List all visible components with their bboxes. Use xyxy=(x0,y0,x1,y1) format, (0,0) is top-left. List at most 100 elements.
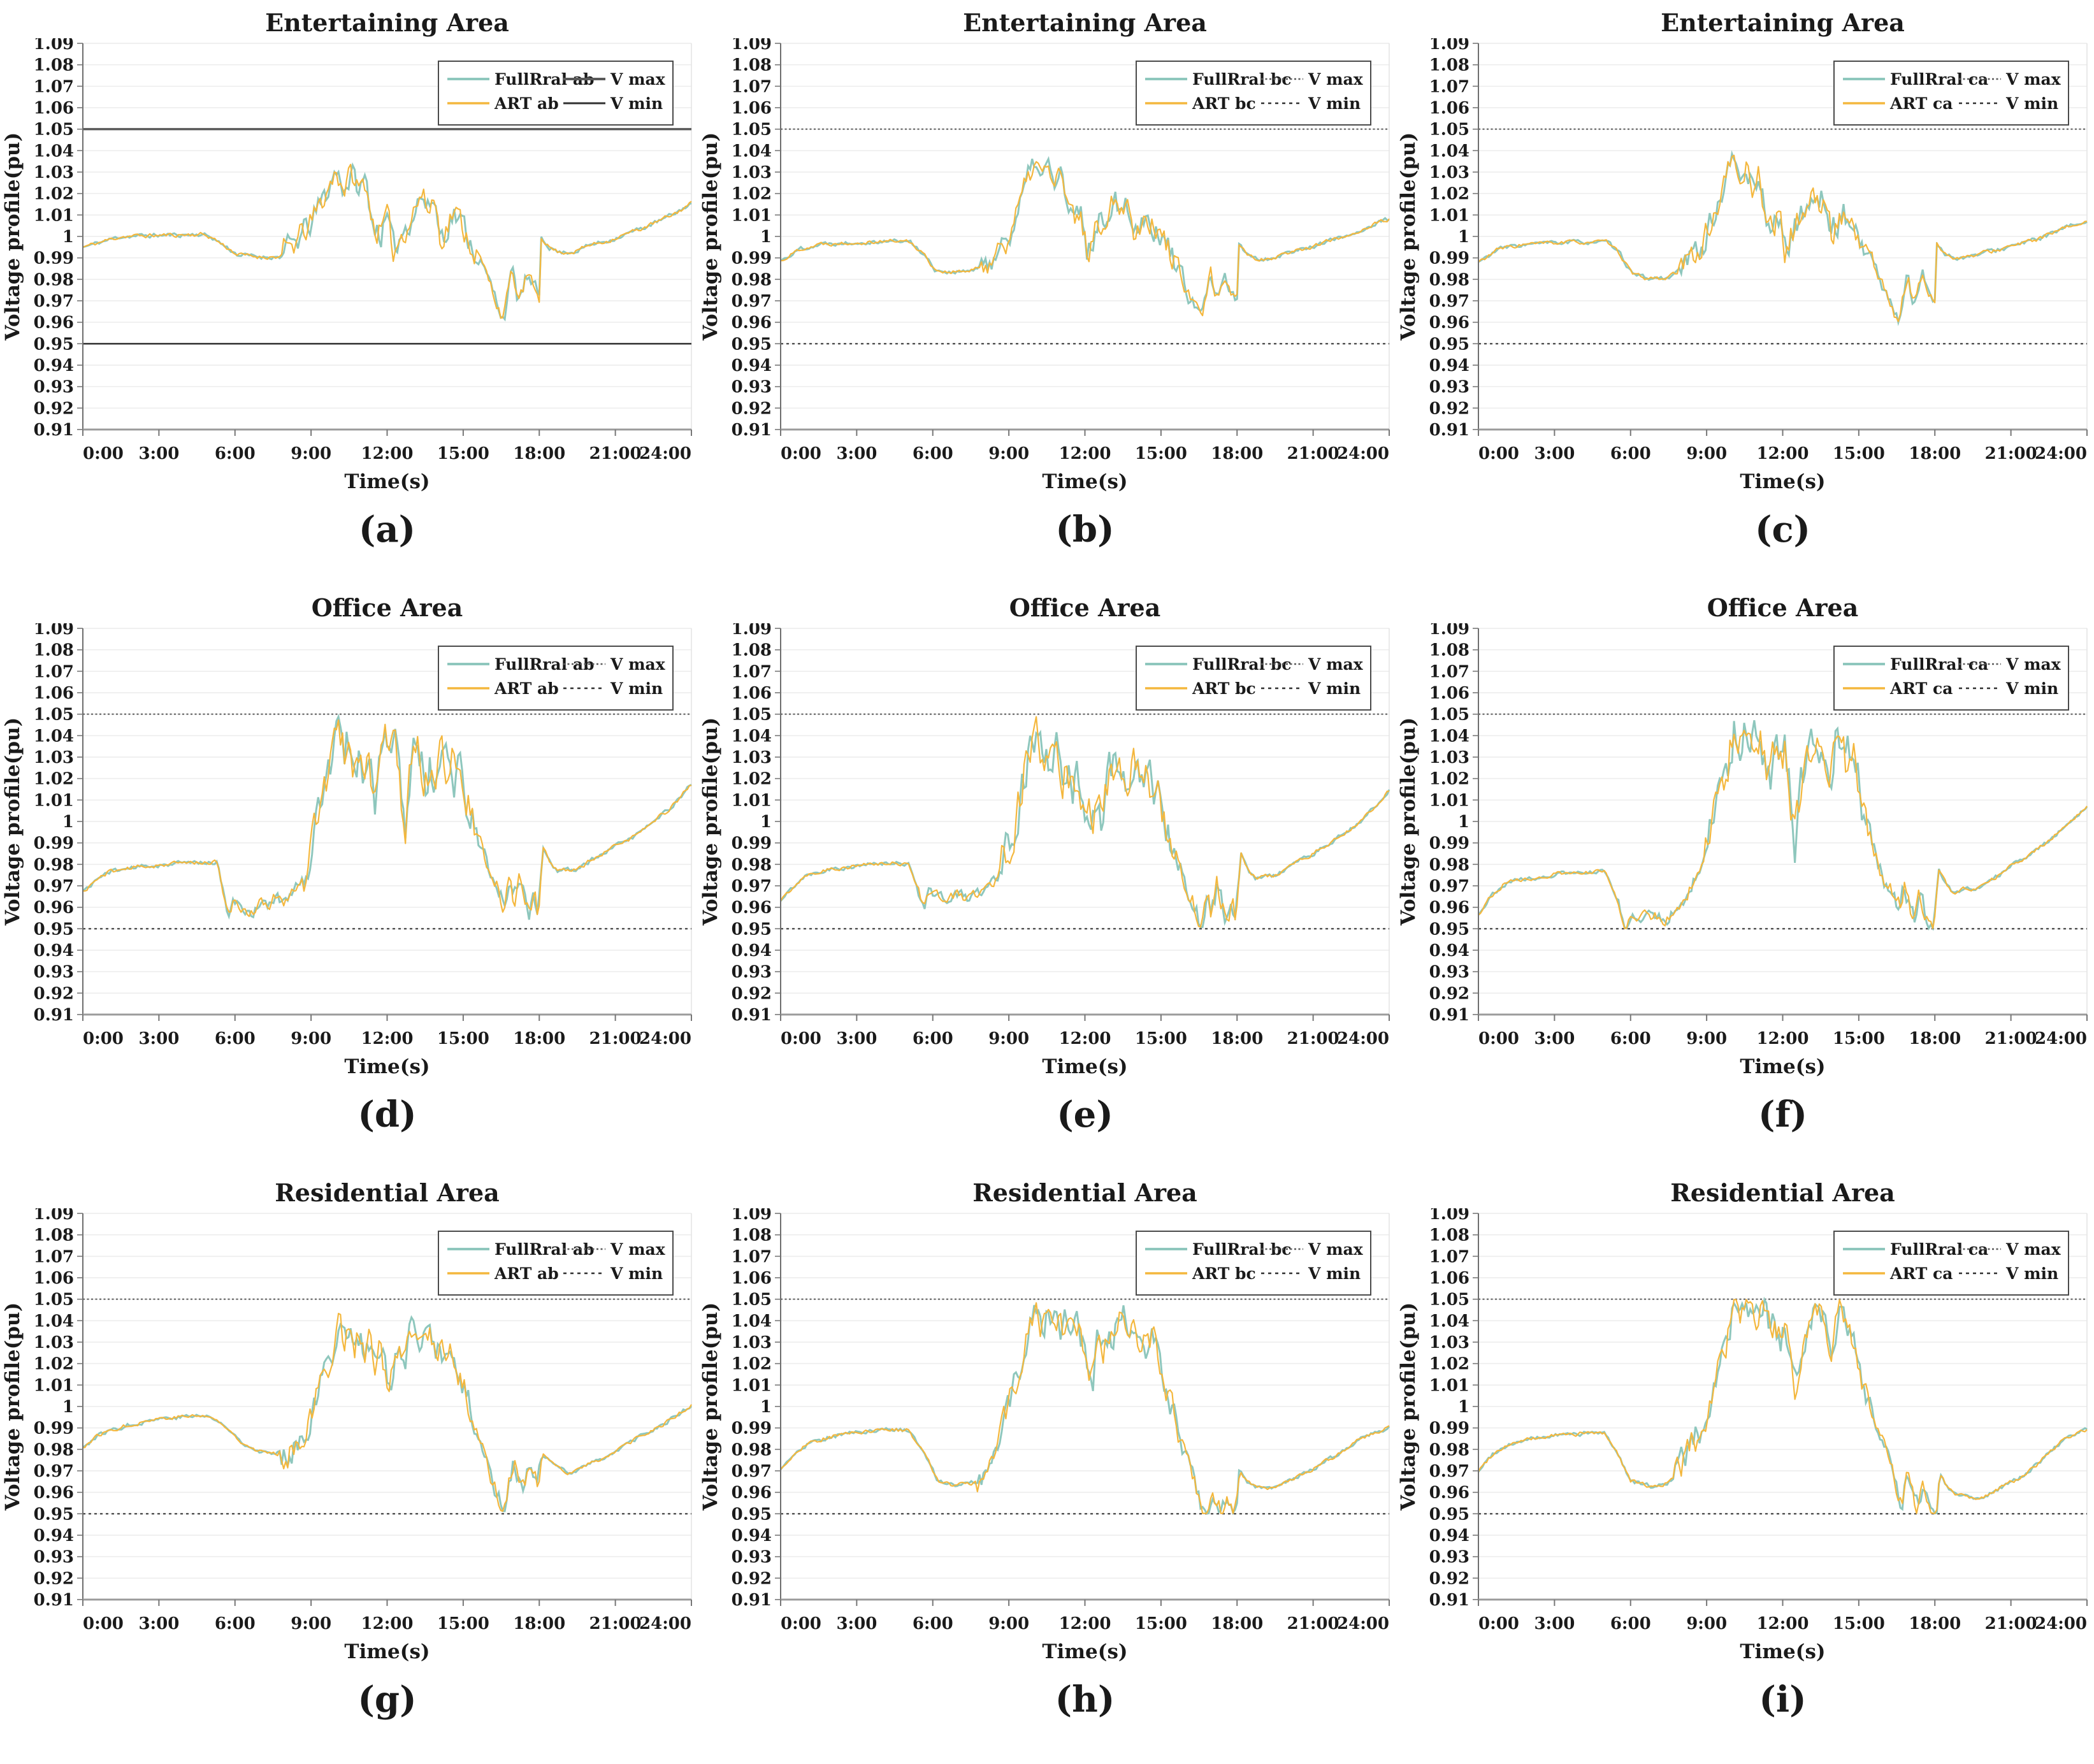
svg-text:0.96: 0.96 xyxy=(34,314,74,333)
y-tick-labels: 1.091.081.071.061.051.041.031.021.0110.9… xyxy=(732,34,781,440)
svg-text:3:00: 3:00 xyxy=(1534,444,1575,463)
subplot-label: (g) xyxy=(357,1679,417,1721)
svg-text:1.06: 1.06 xyxy=(1429,684,1469,703)
svg-text:0.96: 0.96 xyxy=(1429,314,1469,333)
x-axis-label: Time(s) xyxy=(1042,1055,1127,1078)
svg-text:3:00: 3:00 xyxy=(138,1029,179,1048)
x-axis-label: Time(s) xyxy=(1740,1640,1825,1663)
subplot-e: Office Area 1.09 1.08 1.07 1.06 1.05 1.04 1.03… xyxy=(698,593,1396,1178)
chart-title: Entertaining Area xyxy=(265,8,509,37)
subplot-label: (c) xyxy=(1754,509,1811,551)
subplot-label: (a) xyxy=(358,509,416,551)
svg-text:9:00: 9:00 xyxy=(291,444,331,463)
svg-text:0:00: 0:00 xyxy=(83,1029,124,1048)
series-fullrral xyxy=(82,162,692,322)
svg-text:1.04: 1.04 xyxy=(732,141,772,161)
svg-text:1: 1 xyxy=(760,228,772,247)
svg-text:12:00: 12:00 xyxy=(1757,1614,1809,1633)
svg-text:0:00: 0:00 xyxy=(781,1029,821,1048)
svg-text:1.08: 1.08 xyxy=(1429,641,1469,660)
legend-label-art: ART ab xyxy=(494,679,559,698)
svg-text:0.97: 0.97 xyxy=(34,292,74,311)
chart-title: Office Area xyxy=(311,593,463,622)
subplot-a: Entertaining Area 1.09 1.08 1.07 1.06 1.05 1.… xyxy=(0,8,698,593)
x-tick-labels: 0:00 3:00 6:00 9:00 12:00 15:00 18:00 21:0024:0… xyxy=(82,1015,692,1048)
svg-text:3:00: 3:00 xyxy=(1534,1614,1575,1633)
svg-text:1.05: 1.05 xyxy=(34,1290,74,1310)
svg-text:3:00: 3:00 xyxy=(836,444,877,463)
svg-text:1: 1 xyxy=(1458,1398,1469,1417)
svg-text:0.98: 0.98 xyxy=(34,1440,74,1459)
svg-text:0.97: 0.97 xyxy=(1429,292,1469,311)
legend-label-art: ART ab xyxy=(494,94,559,113)
svg-text:0.92: 0.92 xyxy=(34,399,74,418)
svg-text:0:00: 0:00 xyxy=(1478,1614,1519,1633)
svg-text:0.94: 0.94 xyxy=(732,356,772,375)
svg-text:0.95: 0.95 xyxy=(1429,335,1469,354)
chart-title: Entertaining Area xyxy=(1661,8,1905,37)
legend-label-art: ART ca xyxy=(1889,94,1953,113)
series-art xyxy=(1478,1299,2088,1514)
svg-text:0.99: 0.99 xyxy=(1429,1419,1469,1438)
svg-text:6:00: 6:00 xyxy=(1610,1614,1651,1633)
y-axis-label: Voltage profile(pu) xyxy=(1397,133,1420,342)
svg-text:0.96: 0.96 xyxy=(34,1484,74,1503)
svg-text:1.03: 1.03 xyxy=(1429,1333,1469,1352)
svg-text:1.02: 1.02 xyxy=(732,770,772,789)
svg-text:1: 1 xyxy=(62,813,74,832)
svg-text:0.99: 0.99 xyxy=(1429,249,1469,268)
svg-text:15:00: 15:00 xyxy=(1833,1614,1885,1633)
svg-text:1.08: 1.08 xyxy=(732,1226,772,1245)
svg-text:0.94: 0.94 xyxy=(732,1526,772,1545)
svg-text:6:00: 6:00 xyxy=(215,1614,256,1633)
svg-text:15:00: 15:00 xyxy=(1833,1029,1885,1048)
legend-label-art: ART bc xyxy=(1192,1264,1256,1283)
svg-text:1.09: 1.09 xyxy=(732,623,772,639)
svg-text:21:00: 21:00 xyxy=(1985,1029,2037,1048)
series-fullrral xyxy=(779,1305,1390,1515)
y-axis-label: Voltage profile(pu) xyxy=(699,1303,722,1512)
legend-label-vmax: V max xyxy=(1308,1240,1364,1259)
chart-plot-f: 1.09 1.08 1.07 1.06 1.05 1.04 1.03 1.02 1.01 1 0.9… xyxy=(1397,619,2088,1078)
svg-text:6:00: 6:00 xyxy=(913,1614,953,1633)
legend-label-vmin: V min xyxy=(1308,1264,1361,1283)
svg-text:1.04: 1.04 xyxy=(34,1312,74,1331)
legend-label-fullrral: FullRral ca xyxy=(1890,655,1988,674)
svg-text:9:00: 9:00 xyxy=(1686,1614,1727,1633)
legend-label-vmin: V min xyxy=(1308,94,1361,113)
svg-text:0.92: 0.92 xyxy=(34,984,74,1003)
svg-text:15:00: 15:00 xyxy=(1135,1614,1187,1633)
legend-label-vmax: V max xyxy=(2005,655,2062,674)
legend-label-vmax: V max xyxy=(1308,655,1364,674)
chart-title: Residential Area xyxy=(972,1178,1197,1207)
subplot-c: Entertaining Area 1.09 1.08 1.07 1.06 1.05 1.… xyxy=(1396,8,2093,593)
svg-text:1.07: 1.07 xyxy=(732,662,772,681)
svg-text:1.08: 1.08 xyxy=(34,641,74,660)
y-axis-label: Voltage profile(pu) xyxy=(1,133,24,342)
legend-label-art: ART ca xyxy=(1889,1264,1953,1283)
svg-text:1.04: 1.04 xyxy=(34,141,74,161)
svg-text:15:00: 15:00 xyxy=(1833,444,1885,463)
svg-text:15:00: 15:00 xyxy=(437,1614,489,1633)
svg-text:1.07: 1.07 xyxy=(34,662,74,681)
legend-label-art: ART bc xyxy=(1192,94,1256,113)
svg-text:1.06: 1.06 xyxy=(732,684,772,703)
svg-text:1.01: 1.01 xyxy=(34,791,74,810)
subplot-label: (e) xyxy=(1057,1094,1113,1136)
svg-text:0.99: 0.99 xyxy=(34,249,74,268)
svg-text:1.04: 1.04 xyxy=(732,727,772,746)
svg-text:0.96: 0.96 xyxy=(732,1484,772,1503)
subplot-label: (b) xyxy=(1055,509,1115,551)
y-tick-labels: 1.091.081.071.061.051.041.031.021.0110.9… xyxy=(1429,619,1478,1025)
legend-label-vmin: V min xyxy=(610,1264,663,1283)
svg-text:1.08: 1.08 xyxy=(1429,56,1469,75)
svg-text:0.91: 0.91 xyxy=(34,421,74,440)
svg-text:12:00: 12:00 xyxy=(1757,1029,1809,1048)
svg-text:1.01: 1.01 xyxy=(34,206,74,225)
y-tick-labels: 1.091.081.071.061.051.041.031.021.0110.9… xyxy=(732,1204,781,1610)
svg-text:0.97: 0.97 xyxy=(1429,1462,1469,1481)
legend-label-fullrral: FullRral bc xyxy=(1192,70,1292,89)
svg-text:1.01: 1.01 xyxy=(1429,206,1469,225)
svg-text:0.93: 0.93 xyxy=(34,963,74,982)
